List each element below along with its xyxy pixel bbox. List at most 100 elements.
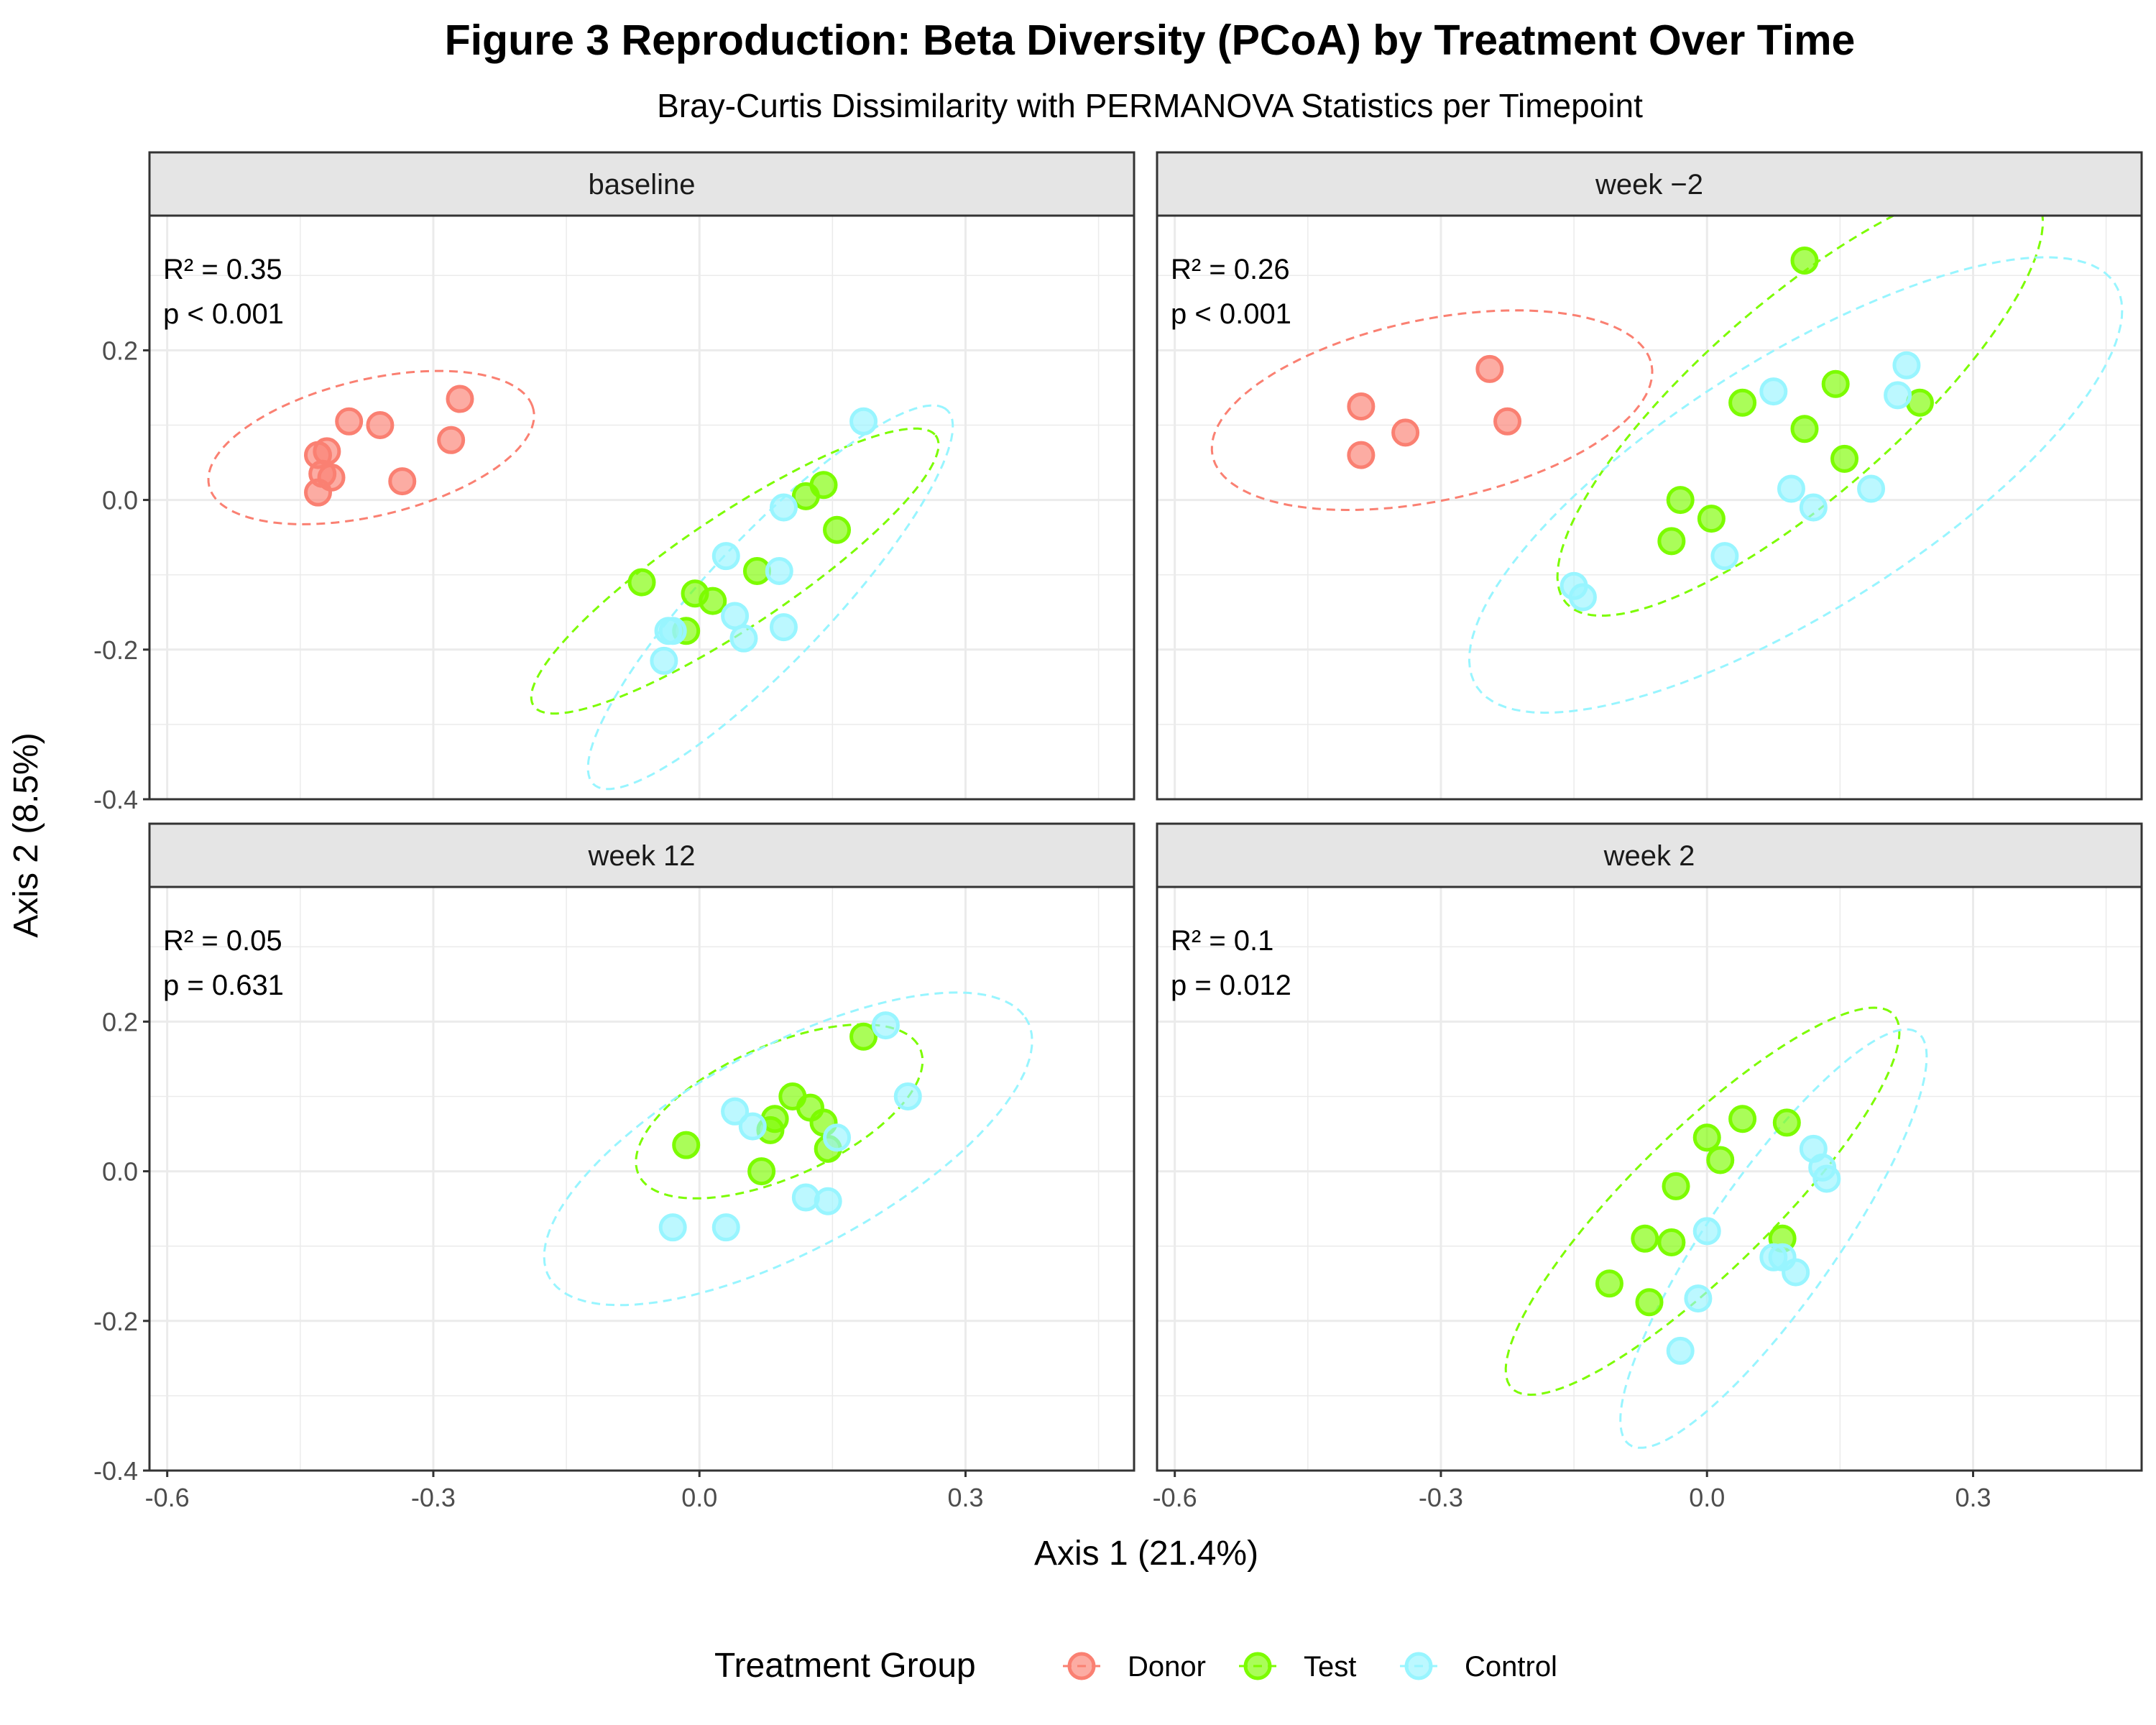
point-test xyxy=(1692,1123,1721,1152)
point-control xyxy=(1710,542,1739,571)
point-test xyxy=(1790,415,1819,443)
p-value-label: p = 0.012 xyxy=(1171,970,1291,1001)
legend-key-point xyxy=(1067,1652,1096,1680)
ellipse-test xyxy=(635,1023,924,1200)
y-tick-label: 0.2 xyxy=(102,336,138,365)
legend-key-point xyxy=(1404,1652,1433,1680)
legend-label: Test xyxy=(1304,1651,1356,1683)
point-control xyxy=(1892,351,1921,380)
point-control xyxy=(1777,474,1805,503)
point-test xyxy=(1728,1105,1757,1133)
point-test xyxy=(1697,505,1726,533)
point-control xyxy=(729,624,758,653)
confidence-ellipses xyxy=(543,991,1033,1307)
data-points xyxy=(304,385,878,675)
r-squared-label: R² = 0.35 xyxy=(163,254,282,285)
point-control xyxy=(765,556,793,585)
point-control xyxy=(893,1082,922,1110)
point-control xyxy=(721,1097,750,1126)
y-tick-label: 0.0 xyxy=(102,1157,138,1187)
chart-title: Figure 3 Reproduction: Beta Diversity (P… xyxy=(445,17,1856,64)
point-test xyxy=(1790,246,1819,275)
point-test xyxy=(1635,1288,1664,1317)
p-value-label: p < 0.001 xyxy=(163,298,284,330)
y-axis-title: Axis 2 (8.5%) xyxy=(7,732,45,937)
point-test xyxy=(1728,388,1757,417)
point-control xyxy=(1857,474,1886,503)
confidence-ellipses xyxy=(207,369,954,791)
r-squared-label: R² = 0.05 xyxy=(163,925,282,957)
point-test xyxy=(1772,1108,1801,1137)
point-donor xyxy=(388,467,417,496)
panel-border xyxy=(1156,886,2143,1472)
legend-item-test: Test xyxy=(1239,1651,1356,1683)
legend-item-control: Control xyxy=(1400,1651,1557,1683)
panel-week-12: week 12 R² = 0.05 p = 0.631 -0.4 -0.2 0.0 0.2 -… xyxy=(93,822,1135,1512)
confidence-ellipses xyxy=(1504,1006,1928,1449)
point-test xyxy=(1657,1228,1686,1256)
point-donor xyxy=(1391,418,1420,447)
r-squared-label: R² = 0.26 xyxy=(1171,254,1290,285)
point-control xyxy=(791,1183,820,1212)
ellipse-control xyxy=(543,991,1033,1307)
facet-panels: baseline R² = 0.35 p < 0.001 -0.4 -0.2 0.0 0.2… xyxy=(93,151,2143,1512)
point-control xyxy=(711,1213,740,1242)
point-control xyxy=(711,542,740,571)
point-control xyxy=(1782,1258,1810,1287)
p-value-label: p = 0.631 xyxy=(163,970,284,1001)
ellipse-control xyxy=(1619,1028,1928,1449)
legend: Treatment Group Donor Test Control xyxy=(714,1647,1557,1685)
point-donor xyxy=(1347,441,1376,469)
x-tick-label: -0.6 xyxy=(145,1483,190,1512)
facet-strip xyxy=(148,822,1135,888)
r-squared-label: R² = 0.1 xyxy=(1171,925,1273,957)
point-control xyxy=(738,1112,767,1141)
ellipse-test xyxy=(1556,216,2045,617)
legend-item-donor: Donor xyxy=(1063,1651,1206,1683)
point-control xyxy=(1666,1336,1695,1365)
point-test xyxy=(1830,444,1859,473)
data-points xyxy=(658,1011,922,1242)
panel-week-2: week 2 R² = 0.1 p = 0.012 -0.6 -0.3 0.0 0.3 xyxy=(1153,822,2143,1512)
point-control xyxy=(658,617,687,645)
y-tick-label: 0.0 xyxy=(102,486,138,515)
point-test xyxy=(809,471,838,500)
ellipse-control xyxy=(1468,256,2124,714)
point-control xyxy=(1799,493,1828,522)
panel-border xyxy=(1156,214,2143,801)
panel-background xyxy=(1157,216,2142,799)
point-test xyxy=(849,1022,878,1051)
point-test xyxy=(1662,1172,1690,1200)
point-test xyxy=(1595,1269,1623,1298)
panel-baseline: baseline R² = 0.35 p < 0.001 -0.4 -0.2 0.0 0.2 xyxy=(93,151,1135,814)
point-control xyxy=(1568,583,1597,612)
point-donor xyxy=(366,410,395,439)
point-donor xyxy=(313,437,341,466)
y-tick-label: -0.4 xyxy=(93,785,138,814)
point-donor xyxy=(335,407,364,436)
point-control xyxy=(1692,1217,1721,1246)
point-donor xyxy=(437,426,466,454)
point-control xyxy=(871,1011,900,1040)
y-tick-label: -0.2 xyxy=(93,1307,138,1336)
point-control xyxy=(1684,1284,1713,1313)
point-test xyxy=(699,586,727,615)
facet-label: week −2 xyxy=(1595,169,1703,201)
confidence-ellipses xyxy=(1210,216,2124,714)
facet-label: week 2 xyxy=(1603,840,1695,872)
x-axis-title: Axis 1 (21.4%) xyxy=(1034,1535,1258,1573)
point-test xyxy=(1666,486,1695,515)
facet-label: baseline xyxy=(588,169,695,201)
point-donor xyxy=(446,385,474,413)
point-control xyxy=(1759,377,1788,406)
point-test xyxy=(747,1157,776,1186)
point-donor xyxy=(1493,407,1522,436)
point-control xyxy=(849,407,878,436)
point-donor xyxy=(304,478,333,507)
point-control xyxy=(823,1123,852,1152)
point-test xyxy=(1657,527,1686,556)
y-tick-label: -0.4 xyxy=(93,1456,138,1486)
point-control xyxy=(1812,1164,1841,1193)
panel-border xyxy=(148,214,1135,801)
x-tick-label: 0.0 xyxy=(1689,1483,1725,1512)
